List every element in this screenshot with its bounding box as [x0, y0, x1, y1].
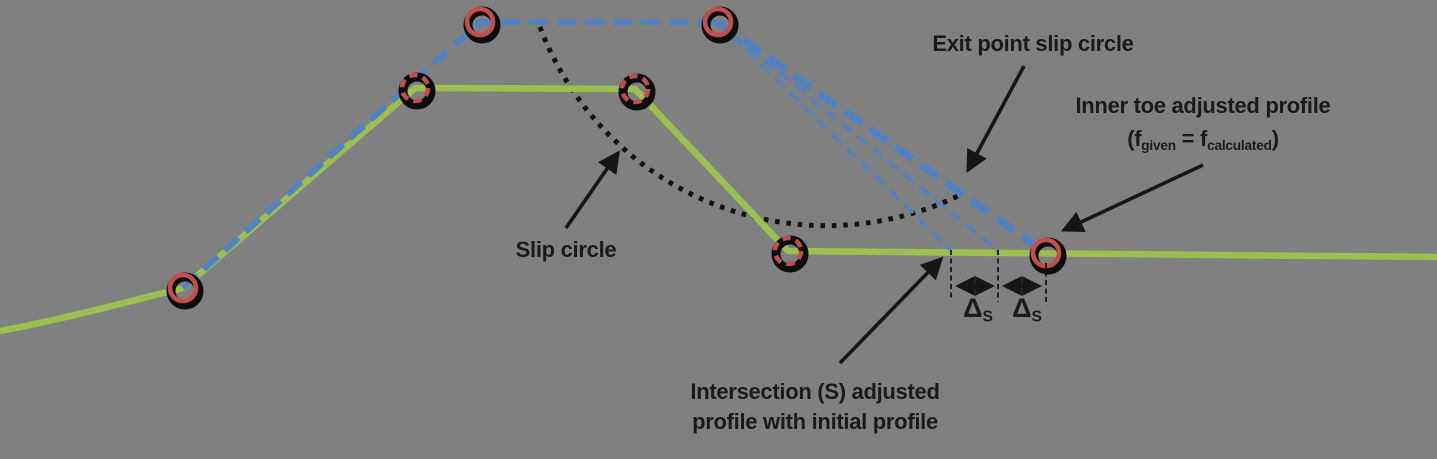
delta-subscript: S — [1031, 308, 1042, 326]
exit-point-slip-circle-label: Exit point slip circle — [903, 31, 1163, 57]
trial-profile-line-2 — [716, 20, 1000, 253]
profile-node-marker-solid — [701, 6, 739, 44]
delta-symbol: Δ — [963, 293, 983, 323]
intersection-text-line1: Intersection (S) adjusted — [690, 379, 940, 404]
profile-node-marker-dashed — [398, 72, 436, 110]
marker-red-ring — [399, 72, 431, 104]
trial-profile-line-1 — [716, 20, 953, 252]
slip-circle-arc — [537, 26, 962, 229]
slip-circle-label: Slip circle — [486, 237, 646, 263]
formula-sub-calculated: calculated — [1207, 137, 1272, 153]
delta-subscript: S — [982, 308, 993, 326]
inner-toe-adjusted-profile-label: Inner toe adjusted profile (fgiven = fca… — [1048, 93, 1358, 159]
initial-profile-line — [0, 84, 1437, 335]
inner-toe-text: Inner toe adjusted profile — [1075, 93, 1331, 118]
exit-point-arrow — [966, 65, 1026, 173]
formula-close: ) — [1271, 126, 1279, 151]
profile-node-marker-solid — [463, 6, 501, 44]
marker-red-ring — [702, 6, 734, 38]
slip-circle-text: Slip circle — [515, 237, 617, 262]
formula-equals: = f — [1175, 126, 1208, 151]
delta-s-left-label: ΔS — [953, 293, 1003, 327]
exit-point-slip-circle-text: Exit point slip circle — [932, 31, 1134, 56]
marker-red-ring — [619, 73, 651, 105]
delta-s-right-label: ΔS — [1002, 293, 1052, 327]
adjusted-profile-line — [180, 19, 718, 291]
intersection-text-line2: profile with initial profile — [692, 409, 938, 434]
inner-toe-formula: (fgiven = fcalculated) — [1048, 126, 1358, 159]
marker-red-ring — [772, 235, 804, 267]
slip-circle-arrow — [564, 150, 620, 230]
intersection-arrow — [838, 256, 944, 365]
intersection-label: Intersection (S) adjusted profile with i… — [660, 377, 970, 437]
delta-symbol: Δ — [1012, 293, 1032, 323]
marker-red-ring — [167, 272, 199, 304]
profile-node-marker-dashed — [771, 235, 809, 273]
formula-open: (f — [1127, 126, 1142, 151]
inner-toe-arrow — [1060, 163, 1204, 233]
profile-node-marker-dashed — [618, 73, 656, 111]
formula-sub-given: given — [1141, 137, 1176, 153]
marker-red-ring — [464, 6, 496, 38]
adjusted-toe-line — [715, 18, 1049, 257]
profile-node-marker-solid — [166, 272, 204, 310]
